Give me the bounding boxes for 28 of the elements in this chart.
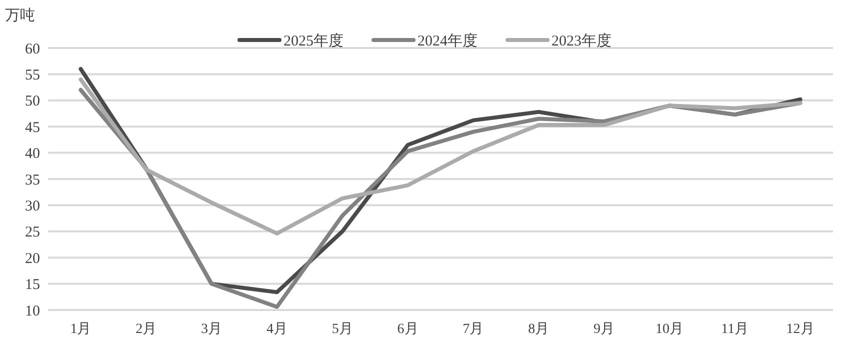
x-tick-label: 9月 xyxy=(594,322,615,337)
x-tick-label: 4月 xyxy=(266,322,288,337)
y-tick-label: 20 xyxy=(25,250,40,267)
x-tick-label: 10月 xyxy=(655,322,684,337)
x-tick-label: 5月 xyxy=(332,322,353,337)
y-tick-label: 30 xyxy=(25,198,40,214)
x-tick-label: 2月 xyxy=(136,322,157,337)
y-axis-title: 万吨 xyxy=(5,7,35,24)
x-tick-label: 3月 xyxy=(201,322,222,337)
y-tick-label: 15 xyxy=(25,277,40,294)
legend-label: 2023年度 xyxy=(552,32,612,50)
legend-label: 2024年度 xyxy=(418,32,478,50)
y-tick-label: 10 xyxy=(25,303,40,320)
y-tick-label: 45 xyxy=(25,120,40,136)
x-tick-label: 12月 xyxy=(786,322,814,337)
line-series xyxy=(78,77,802,236)
y-tick-label: 40 xyxy=(25,146,40,162)
x-tick-label: 11月 xyxy=(721,322,749,337)
legend-label: 2025年度 xyxy=(284,32,344,50)
y-tick-label: 25 xyxy=(25,224,40,241)
x-tick-label: 6月 xyxy=(397,322,418,337)
y-tick-label: 60 xyxy=(25,41,40,58)
y-tick-label: 55 xyxy=(25,67,40,84)
x-tick-label: 1月 xyxy=(70,322,92,337)
x-tick-label: 7月 xyxy=(462,322,484,337)
y-tick-label: 35 xyxy=(25,172,40,188)
y-tick-label: 50 xyxy=(25,94,40,110)
x-tick-label: 8月 xyxy=(528,322,550,337)
